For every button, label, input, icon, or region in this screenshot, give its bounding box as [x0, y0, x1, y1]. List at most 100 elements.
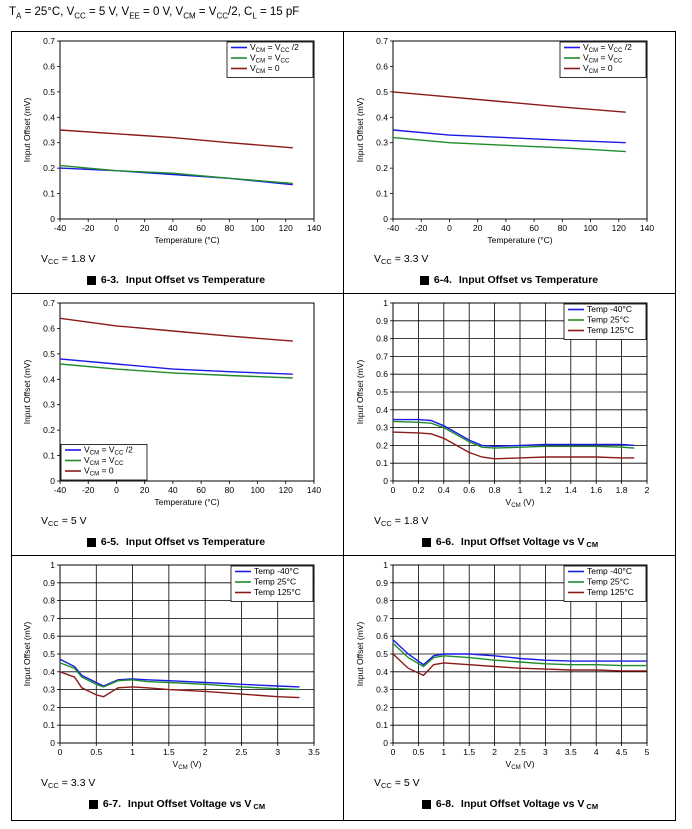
legend-label: Temp 25°C: [587, 577, 629, 587]
y-tick-label: 0.8: [43, 596, 55, 606]
legend-label: VCM = VCC /2: [84, 445, 133, 457]
figure-caption: 6-4. Input Offset vs Temperature: [344, 274, 676, 288]
x-tick-label: -40: [54, 485, 67, 495]
legend-box: [230, 565, 314, 602]
x-tick-label: 1: [518, 485, 523, 495]
y-axis-label: Input Offset (mV): [355, 622, 365, 687]
x-tick-label: 60: [529, 223, 539, 233]
plot-area: -40 -20 0 20 40 60 80 100 120 140 0 0.1 0.2 0.3 0.4 0.5…: [355, 36, 654, 245]
y-tick-label: 0: [50, 214, 55, 224]
x-tick-label: 1.2: [539, 485, 551, 495]
y-tick-label: 0.6: [376, 631, 388, 641]
x-tick-label: 1: [130, 747, 135, 757]
figure-6-4: -40 -20 0 20 40 60 80 100 120 140 0 0.1 0.2 0.3 0.4 0.5…: [344, 31, 676, 293]
y-tick-label: 0.4: [43, 374, 55, 384]
y-tick-label: 0.1: [376, 458, 388, 468]
series-line: [392, 129, 626, 144]
y-tick-label: 0.3: [376, 138, 388, 148]
legend-label: VCM = 0: [250, 63, 280, 75]
vcc-label: VCC = 5 V: [41, 515, 87, 528]
y-tick-label: 0.9: [376, 578, 388, 588]
x-tick-label: 0: [114, 223, 119, 233]
legend-label: Temp 125°C: [587, 587, 634, 597]
y-tick-label: 0: [50, 476, 55, 486]
series-line: [59, 129, 293, 149]
y-tick-label: 0.1: [376, 189, 388, 199]
x-tick-label: 60: [196, 485, 206, 495]
figure-box-icon: [86, 275, 96, 285]
y-axis-label: Input Offset (mV): [22, 360, 32, 425]
figure-caption: 6-6. Input Offset Voltage vs V CM: [344, 536, 676, 550]
x-tick-label: 0.5: [90, 747, 102, 757]
y-tick-label: 1: [383, 560, 388, 570]
y-tick-label: 0.5: [376, 387, 388, 397]
legend-label: VCM = VCC: [250, 53, 290, 65]
vcc-label: VCC = 1.8 V: [41, 253, 96, 266]
x-tick-label: 20: [473, 223, 483, 233]
x-tick-label: 0.4: [438, 485, 450, 495]
x-tick-label: 1.5: [163, 747, 175, 757]
x-tick-label: 120: [612, 223, 626, 233]
vcc-label: VCC = 1.8 V: [374, 515, 429, 528]
y-tick-label: 0.2: [43, 702, 55, 712]
series-line: [59, 317, 293, 342]
legend-label: Temp -40°C: [587, 304, 632, 314]
y-tick-label: 0.4: [376, 112, 388, 122]
x-axis-label: Temperature (°C): [154, 497, 219, 507]
x-tick-label: 40: [501, 223, 511, 233]
figure-box-icon: [88, 799, 98, 809]
figure-caption: 6-7. Input Offset Voltage vs V CM: [11, 798, 343, 812]
y-tick-label: 0.4: [376, 667, 388, 677]
x-tick-label: 3: [543, 747, 548, 757]
y-tick-label: 0: [383, 476, 388, 486]
chart-svg: -40 -20 0 20 40 60 80 100 120 140 0 0.1 0.2 0.3 0.4 0.5…: [22, 298, 321, 507]
x-tick-label: 0.2: [412, 485, 424, 495]
plot-area: -40 -20 0 20 40 60 80 100 120 140 0 0.1 0.2 0.3 0.4 0.5…: [22, 298, 321, 507]
y-tick-label: 0.2: [376, 163, 388, 173]
y-tick-label: 0.5: [376, 87, 388, 97]
y-tick-label: 0.1: [43, 189, 55, 199]
figure-box-icon: [419, 275, 429, 285]
series-line: [59, 164, 293, 185]
series-line: [59, 662, 300, 691]
x-axis-label: VCM (V): [506, 497, 535, 509]
y-tick-label: 0.2: [376, 702, 388, 712]
x-tick-label: 120: [279, 485, 293, 495]
y-tick-label: 0.6: [43, 631, 55, 641]
series-line: [59, 658, 300, 688]
plot-frame: [59, 302, 315, 482]
grid-divider-vertical: [343, 31, 344, 821]
legend-label: Temp 25°C: [254, 577, 296, 587]
plot-area: 0 0.5 1 1.5 2 2.5 3 3.5 0 0.1 0.2 0.3 0.4 0.5 0.6 0.7 0.…: [22, 560, 320, 771]
y-tick-label: 0.5: [43, 349, 55, 359]
y-tick-label: 0.2: [43, 163, 55, 173]
y-tick-label: 0.4: [376, 405, 388, 415]
y-tick-label: 0: [383, 738, 388, 748]
x-tick-label: 140: [307, 223, 321, 233]
y-tick-label: 0.3: [43, 138, 55, 148]
series-line: [59, 671, 300, 699]
y-tick-label: 0.7: [376, 351, 388, 361]
test-conditions-header: TA = 25°C, VCC = 5 V, VEE = 0 V, VCM = V…: [9, 6, 300, 21]
x-tick-label: 1.4: [565, 485, 577, 495]
x-tick-label: 3.5: [565, 747, 577, 757]
y-tick-label: 0.6: [43, 323, 55, 333]
x-tick-label: -20: [82, 485, 95, 495]
x-tick-label: 40: [168, 223, 178, 233]
figure-caption: 6-5. Input Offset vs Temperature: [11, 536, 343, 550]
y-tick-label: 0.8: [376, 596, 388, 606]
y-tick-label: 0.9: [43, 578, 55, 588]
x-tick-label: 0.6: [463, 485, 475, 495]
x-axis-label: Temperature (°C): [487, 235, 552, 245]
legend-label: VCM = VCC /2: [250, 42, 299, 54]
y-tick-label: 0.8: [376, 334, 388, 344]
x-tick-label: 0: [391, 485, 396, 495]
x-tick-label: 2: [492, 747, 497, 757]
chart-svg: 0 0.2 0.4 0.6 0.8 1 1.2 1.4 1.6 1.8 2 0 0.1 0.2 0.3 0.4…: [355, 298, 650, 509]
x-tick-label: 140: [307, 485, 321, 495]
x-tick-label: 1.8: [616, 485, 628, 495]
y-tick-label: 1: [383, 298, 388, 308]
series-line: [59, 363, 293, 379]
